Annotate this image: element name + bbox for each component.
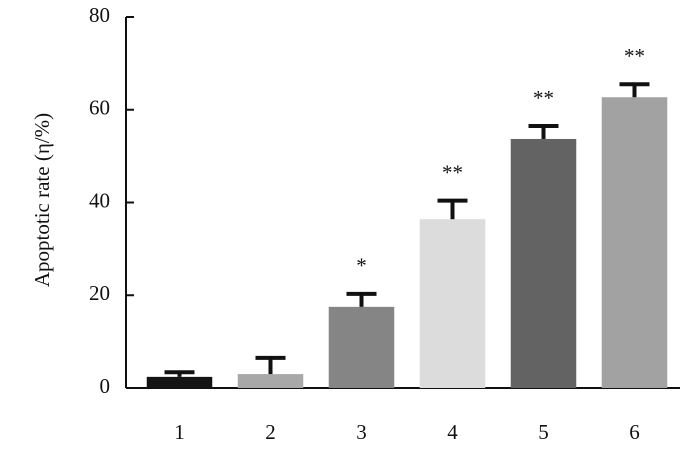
x-tick-label: 4 — [447, 420, 458, 444]
y-tick-label: 20 — [89, 281, 110, 305]
significance-label: ** — [533, 86, 554, 110]
significance-label: ** — [624, 44, 645, 68]
y-tick-label: 0 — [100, 374, 111, 398]
significance-label: * — [356, 254, 367, 278]
significance-label: ** — [442, 160, 463, 184]
bar — [328, 306, 395, 388]
y-axis-label: Apoptotic rate (η/%) — [30, 113, 54, 287]
x-tick-label: 1 — [174, 420, 185, 444]
bar — [601, 97, 668, 388]
y-tick-label: 60 — [89, 96, 110, 120]
x-tick-label: 2 — [265, 420, 276, 444]
y-tick-label: 80 — [89, 3, 110, 27]
bar — [237, 374, 304, 388]
x-tick-label: 5 — [538, 420, 549, 444]
y-tick-label: 40 — [89, 188, 110, 212]
bar — [419, 219, 486, 388]
bar — [146, 376, 213, 388]
x-tick-label: 6 — [629, 420, 640, 444]
bar — [510, 138, 577, 388]
x-tick-label: 3 — [356, 420, 367, 444]
